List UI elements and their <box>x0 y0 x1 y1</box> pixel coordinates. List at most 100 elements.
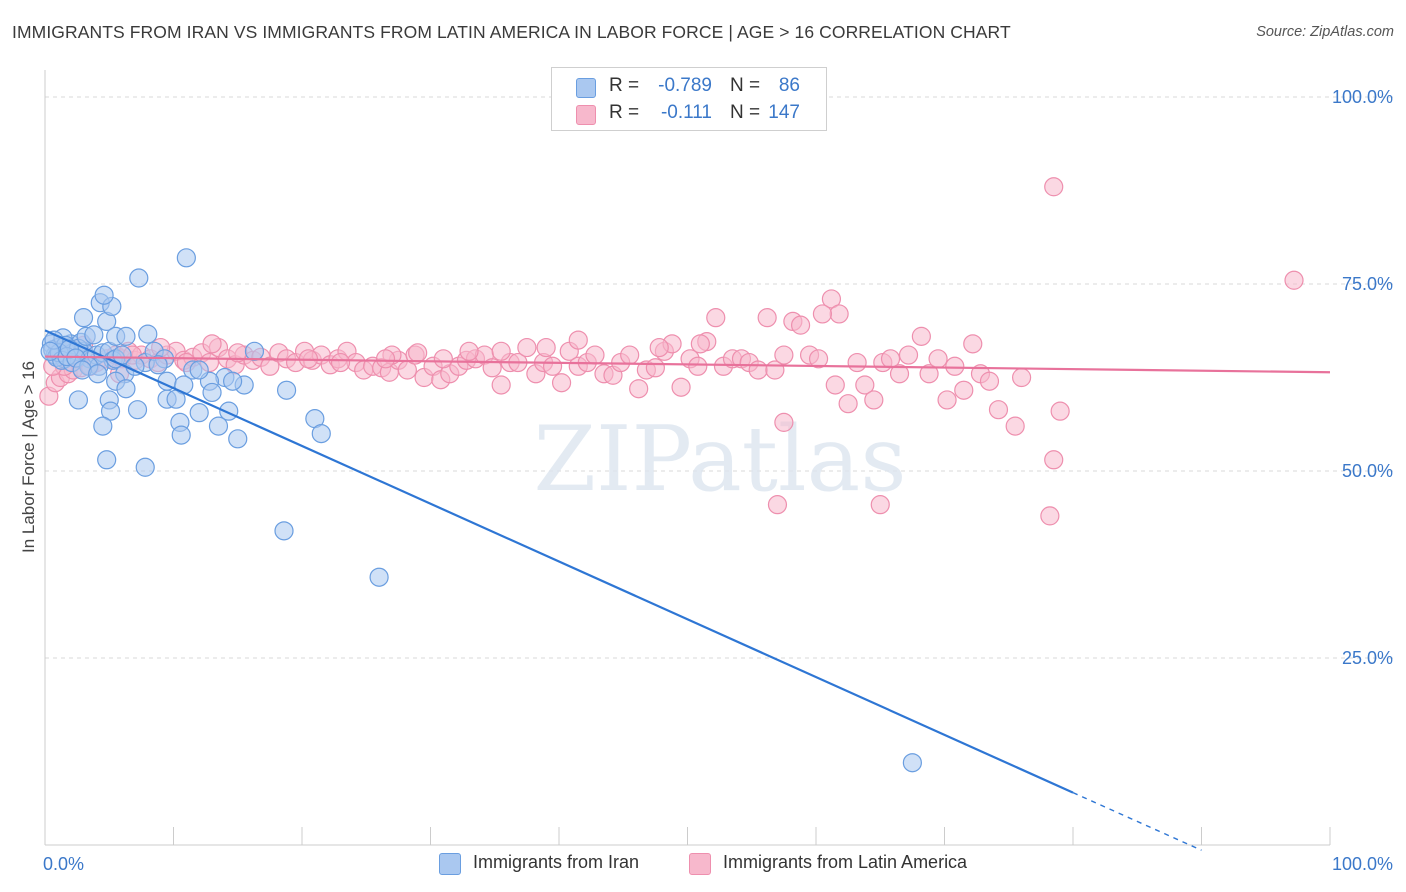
data-point-latin-america <box>864 390 884 410</box>
data-point-latin-america <box>688 356 708 376</box>
legend-row-iran: R = -0.789 N = 86 <box>552 74 826 100</box>
data-point-latin-america <box>629 379 649 399</box>
legend-swatch-iran <box>576 78 596 98</box>
data-point-latin-america <box>551 373 572 393</box>
data-point-iran <box>208 416 229 436</box>
data-point-latin-america <box>671 377 691 397</box>
axis-layer <box>44 70 1331 846</box>
data-point-latin-america <box>1011 367 1032 388</box>
data-point-latin-america <box>774 412 794 432</box>
data-point-latin-america <box>855 375 875 395</box>
trend-line-latin-america <box>44 355 1331 374</box>
data-point-iran <box>902 753 922 773</box>
data-point-iran <box>129 268 149 288</box>
data-point-iran <box>223 371 243 391</box>
data-point-latin-america <box>767 495 788 515</box>
series-swatch-iran <box>439 853 461 875</box>
data-point-latin-america <box>838 394 858 414</box>
series-label-latin-america: Immigrants from Latin America <box>723 852 968 872</box>
data-point-iran <box>88 364 108 384</box>
x-tick-label: 0.0% <box>43 854 84 874</box>
data-point-latin-america <box>260 356 280 376</box>
legend-n-value: 147 <box>768 102 800 123</box>
legend-r-value: -0.111 <box>660 102 712 123</box>
data-point-latin-america <box>459 341 479 361</box>
data-point-latin-america <box>330 352 351 373</box>
data-point-iran <box>276 380 297 400</box>
trend-line-iran <box>44 329 1074 794</box>
data-point-latin-america <box>748 360 768 380</box>
data-point-iran <box>244 341 265 361</box>
data-point-latin-america <box>937 390 957 410</box>
data-point-latin-america <box>911 326 931 346</box>
data-point-iran <box>84 325 104 345</box>
data-point-latin-america <box>690 334 710 354</box>
data-point-latin-america <box>821 289 842 309</box>
data-point-latin-america <box>808 349 829 369</box>
data-point-latin-america <box>1050 401 1070 421</box>
data-point-latin-america <box>1040 506 1060 526</box>
legend-r-label: R = <box>609 75 640 96</box>
points-layer <box>39 177 1304 773</box>
legend-n-value: 86 <box>778 75 800 96</box>
data-point-iran <box>274 521 294 541</box>
y-axis-title: In Labor Force | Age > 16 <box>19 361 38 553</box>
series-swatch-latin-america <box>689 853 711 875</box>
data-point-latin-america <box>491 341 511 361</box>
data-point-latin-america <box>928 349 948 369</box>
label-layer: 25.0% 50.0% 75.0% 100.0% 0.0% 100.0% In Labor … <box>19 87 1393 874</box>
data-point-iran <box>148 355 168 375</box>
legend-r-label: R = <box>609 102 640 123</box>
data-point-latin-america <box>1284 270 1304 290</box>
data-point-iran <box>97 450 117 470</box>
data-point-latin-america <box>774 345 794 365</box>
watermark: ZIPatlas <box>533 407 906 512</box>
chart-title: IMMIGRANTS FROM IRAN VS IMMIGRANTS FROM … <box>12 22 1011 42</box>
data-point-latin-america <box>945 356 965 376</box>
y-tick-label: 25.0% <box>1342 648 1393 668</box>
data-point-latin-america <box>408 343 428 363</box>
data-point-latin-america <box>1044 450 1064 470</box>
legend-r-value: -0.789 <box>658 75 712 96</box>
data-point-latin-america <box>433 349 453 369</box>
data-point-latin-america <box>829 304 849 324</box>
data-point-latin-america <box>482 358 502 378</box>
data-point-latin-america <box>963 334 983 354</box>
data-point-latin-america <box>988 400 1009 420</box>
data-point-latin-america <box>825 375 845 395</box>
legend-n-label: N = <box>730 102 761 123</box>
data-point-latin-america <box>898 345 919 365</box>
data-point-iran <box>171 425 191 445</box>
data-point-latin-america <box>870 495 890 515</box>
data-point-iran <box>116 326 136 346</box>
trend-layer <box>44 329 1331 851</box>
data-point-latin-america <box>585 345 605 365</box>
data-point-iran <box>100 401 121 421</box>
data-point-latin-america <box>889 364 910 384</box>
data-point-latin-america <box>375 349 396 369</box>
legend-row-latin-america: R = -0.111 N = 147 <box>552 101 826 127</box>
data-point-latin-america <box>536 337 556 358</box>
data-point-latin-america <box>812 304 833 324</box>
data-point-latin-america <box>919 364 939 384</box>
data-point-iran <box>189 403 209 423</box>
data-point-iran <box>176 248 196 268</box>
data-point-latin-america <box>1005 416 1025 436</box>
legend-swatch-latin-america <box>576 105 596 125</box>
data-point-iran <box>73 308 94 328</box>
data-point-iran <box>138 324 158 344</box>
data-point-latin-america <box>790 315 811 335</box>
data-point-latin-america <box>847 352 867 373</box>
data-point-latin-america <box>645 358 665 378</box>
data-point-latin-america <box>649 337 669 358</box>
data-point-iran <box>311 424 331 444</box>
source-label: Source: ZipAtlas.com <box>1256 24 1394 40</box>
data-point-iran <box>202 382 222 403</box>
data-point-latin-america <box>1044 177 1064 197</box>
data-point-latin-america <box>542 356 563 376</box>
y-tick-label: 75.0% <box>1342 274 1393 294</box>
trend-line-iran-extension <box>1072 792 1202 851</box>
data-point-iran <box>369 567 389 587</box>
data-point-iran <box>116 379 136 399</box>
